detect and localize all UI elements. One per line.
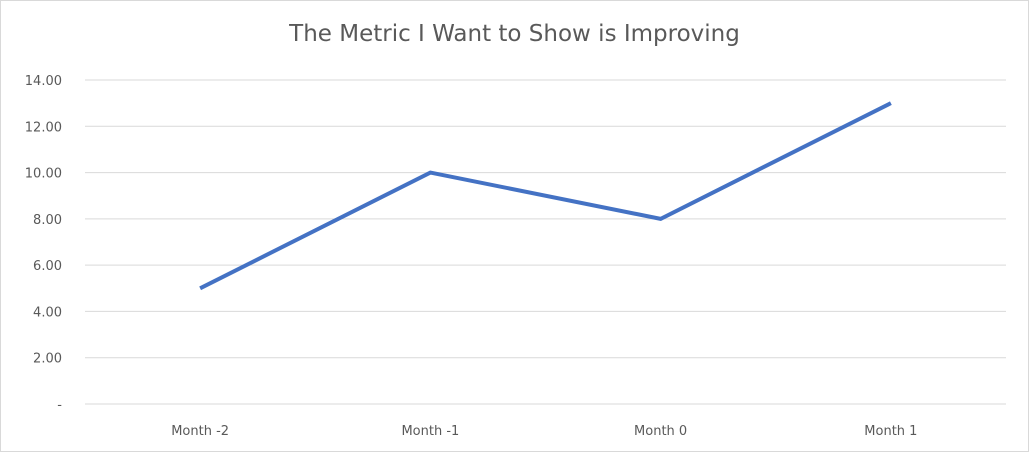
chart-title: The Metric I Want to Show is Improving <box>289 21 740 47</box>
y-tick-label: - <box>57 398 62 413</box>
y-tick-label: 12.00 <box>25 120 62 135</box>
x-tick-label: Month 0 <box>634 424 687 439</box>
x-tick-label: Month -1 <box>401 424 459 439</box>
y-tick-label: 14.00 <box>25 74 62 89</box>
y-tick-label: 10.00 <box>25 167 62 182</box>
y-tick-label: 8.00 <box>33 213 62 228</box>
y-tick-label: 4.00 <box>33 305 62 320</box>
series-line <box>199 101 892 291</box>
y-tick-label: 2.00 <box>33 352 62 367</box>
x-tick-label: Month 1 <box>864 424 917 439</box>
y-tick-label: 6.00 <box>33 259 62 274</box>
x-tick-label: Month -2 <box>171 424 229 439</box>
